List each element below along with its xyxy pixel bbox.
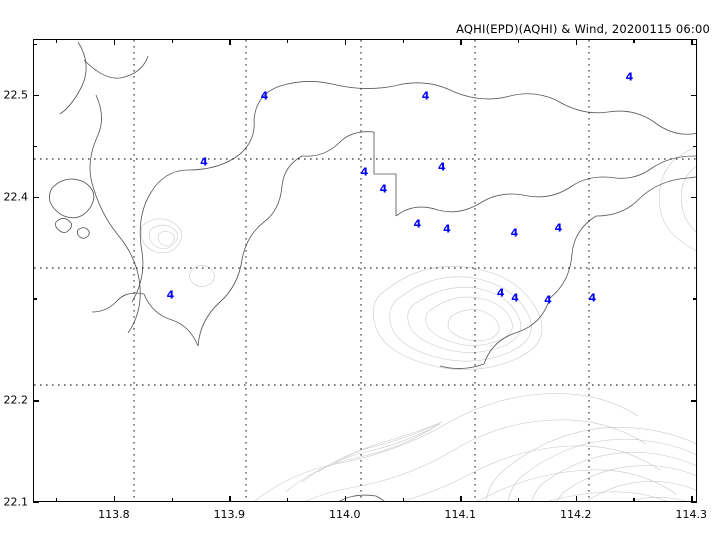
map-plot-area[interactable]	[33, 39, 697, 502]
tick-mark	[691, 196, 697, 199]
station-marker[interactable]: 4	[496, 286, 505, 300]
station-marker[interactable]: 4	[421, 89, 430, 102]
tick-mark	[33, 44, 37, 46]
station-marker[interactable]: 4	[588, 291, 597, 304]
station-marker[interactable]: 4	[166, 288, 175, 302]
tick-mark	[691, 400, 697, 402]
tick-mark	[402, 39, 404, 43]
tick-mark	[229, 39, 231, 45]
station-marker[interactable]: 4	[554, 221, 563, 235]
tick-mark	[402, 498, 404, 502]
station-marker[interactable]: 4	[379, 182, 388, 196]
x-tick-label: 114.2	[559, 508, 592, 521]
station-marker[interactable]: 4	[510, 226, 519, 240]
tick-mark	[171, 39, 173, 43]
tick-mark	[633, 39, 635, 43]
map-canvas	[34, 40, 696, 501]
y-tick-label: 22.1	[3, 495, 29, 509]
tick-mark	[518, 39, 520, 43]
tick-mark	[344, 498, 347, 502]
station-marker[interactable]: 4	[544, 293, 552, 307]
tick-mark	[287, 39, 289, 43]
tick-mark	[33, 94, 39, 97]
tick-mark	[460, 39, 462, 43]
tick-mark	[33, 400, 39, 402]
tick-mark	[460, 498, 462, 502]
y-tick-label: 22.2	[3, 393, 29, 407]
tick-mark	[693, 145, 697, 148]
tick-mark	[575, 39, 578, 43]
tick-mark	[691, 498, 693, 502]
chart-title: AQHI(EPD)(AQHI) & Wind, 20200115 06:00	[456, 22, 710, 36]
tick-mark	[633, 498, 635, 502]
station-marker[interactable]: 4	[260, 89, 269, 102]
station-marker[interactable]: 4	[413, 217, 422, 231]
y-tick-label: 22.4	[3, 190, 29, 204]
station-marker[interactable]: 4	[437, 160, 446, 174]
x-tick-label: 114.0	[329, 508, 361, 521]
tick-mark	[691, 502, 697, 504]
tick-mark	[518, 498, 520, 502]
station-marker[interactable]: 4	[200, 155, 208, 169]
tick-mark	[33, 502, 39, 504]
tick-mark	[113, 496, 116, 502]
tick-mark	[56, 39, 58, 43]
station-marker[interactable]: 4	[443, 222, 451, 236]
tick-mark	[33, 298, 37, 300]
tick-mark	[33, 196, 39, 199]
map-gridlines	[34, 40, 696, 501]
station-marker[interactable]: 4	[625, 70, 634, 84]
x-tick-label: 114.3	[675, 508, 707, 521]
tick-mark	[693, 44, 697, 46]
x-tick-label: 113.9	[213, 508, 246, 521]
tick-mark	[575, 498, 578, 502]
x-tick-label: 113.8	[98, 508, 130, 521]
tick-mark	[171, 498, 173, 502]
station-marker[interactable]: 4	[511, 291, 519, 305]
x-tick-label: 114.1	[444, 508, 477, 521]
tick-mark	[113, 39, 116, 45]
tick-mark	[691, 39, 693, 43]
tick-mark	[344, 39, 347, 43]
tick-mark	[691, 94, 697, 97]
tick-mark	[229, 496, 231, 502]
terrain-contours	[141, 146, 696, 501]
tick-mark	[287, 498, 289, 502]
tick-mark	[33, 145, 37, 148]
coastlines	[48, 41, 696, 501]
station-marker[interactable]: 4	[360, 165, 369, 179]
tick-mark	[693, 298, 697, 300]
y-tick-label: 22.5	[3, 88, 29, 102]
tick-mark	[56, 498, 58, 502]
